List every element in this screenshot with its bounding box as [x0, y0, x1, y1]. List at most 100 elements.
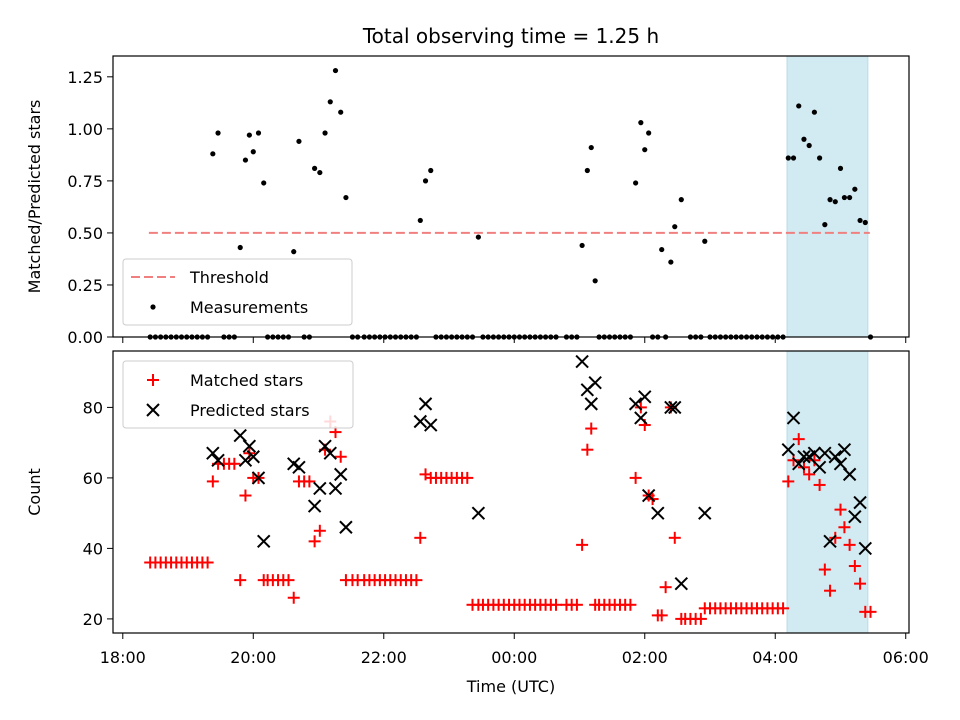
predicted-point: [211, 453, 225, 467]
highlight-span: [786, 55, 869, 338]
measurement-point: [785, 155, 791, 161]
measurement-point: [588, 144, 594, 151]
matched-point: [777, 602, 790, 615]
predicted-point: [842, 467, 857, 482]
predicted-point: [848, 509, 862, 524]
predicted-point: [781, 442, 796, 457]
predicted-point: [339, 520, 353, 534]
measurement-point: [702, 238, 708, 244]
measurement-point: [806, 142, 812, 149]
predicted-point: [318, 439, 332, 453]
matched-point: [818, 563, 831, 576]
measurement-point: [847, 194, 853, 201]
ratio-panel: 0.00 0.25 0.50 0.75 1.00 1.25 Matched/Predicte…: [25, 55, 910, 347]
matched-point: [550, 598, 563, 611]
measurement-point: [592, 278, 598, 284]
y-tick-label: 80: [83, 398, 103, 417]
y-tick-label: 1.00: [67, 120, 103, 139]
measurement-point: [237, 244, 243, 251]
predicted-point: [668, 400, 682, 415]
matched-point: [782, 475, 795, 488]
measurement-point: [579, 242, 585, 249]
predicted-point: [651, 506, 665, 520]
predicted-point: [251, 471, 266, 485]
matched-point: [303, 475, 316, 488]
y-axis-label: Matched/Predicted stars: [25, 100, 44, 294]
measurement-point: [672, 224, 678, 230]
measurement-point: [811, 109, 817, 115]
y-tick-label: 20: [83, 610, 103, 629]
matched-point: [843, 538, 856, 551]
predicted-point: [206, 446, 220, 460]
predicted-point: [257, 534, 271, 549]
matched-point: [824, 584, 837, 597]
matched-point: [206, 475, 219, 488]
measurement-point: [428, 167, 434, 174]
measurement-point: [332, 67, 339, 74]
y-axis-label: Count: [25, 468, 44, 516]
measurement-point: [210, 151, 216, 157]
matched-point: [634, 401, 647, 414]
x-tick-label: 00:00: [491, 648, 537, 667]
matched-point: [659, 581, 672, 594]
matched-point: [410, 574, 423, 587]
matched-point: [668, 531, 681, 544]
predicted-point: [307, 499, 322, 513]
matched-point: [461, 471, 474, 484]
measurement-point: [668, 259, 674, 265]
predicted-point: [792, 457, 806, 471]
predicted-point: [634, 411, 648, 425]
measurement-point: [642, 147, 648, 153]
matched-point: [414, 531, 427, 544]
measurement-point: [215, 130, 221, 136]
measurement-point: [790, 155, 797, 161]
predicted-point: [471, 506, 486, 520]
x-tick-label: 22:00: [361, 648, 407, 667]
measurement-point: [417, 217, 423, 224]
measurement-point: [796, 103, 802, 109]
matched-point: [854, 577, 867, 590]
matched-point: [147, 374, 159, 386]
count-legend: Matched stars Predicted stars: [122, 360, 354, 429]
matched-point: [792, 433, 805, 446]
matched-point: [629, 471, 642, 484]
measurement-point: [312, 165, 318, 171]
predicted-point: [328, 481, 343, 496]
matched-point: [624, 598, 637, 611]
matched-point: [570, 598, 583, 611]
matched-point: [864, 605, 877, 618]
y-tick-label: 0.00: [67, 328, 103, 347]
highlight-span: [786, 350, 869, 634]
matched-point: [581, 443, 594, 456]
measurement-point: [250, 149, 256, 155]
plot-frame: [112, 55, 910, 338]
predicted-point: [146, 403, 160, 417]
matched-point: [585, 422, 598, 435]
predicted-point: [823, 534, 837, 549]
predicted-point: [786, 411, 801, 425]
plot-frame: [112, 350, 910, 634]
predicted-point: [853, 495, 867, 510]
predicted-point: [797, 450, 811, 464]
count-panel: 20 40 60 80 18:00 20:00 22:00 00:00 02:00 04:00 06…: [25, 350, 929, 667]
measurement-point: [862, 219, 868, 226]
predicted-point: [292, 460, 306, 475]
predicted-point: [674, 576, 688, 591]
x-tick-label: 02:00: [622, 648, 668, 667]
chart-title: Total observing time = 1.25 h: [362, 24, 659, 48]
x-tick-label: 04:00: [752, 648, 798, 667]
measurement-point: [801, 136, 807, 142]
y-tick-label: 60: [83, 469, 103, 488]
matched-point: [228, 457, 241, 470]
measurement-point: [837, 165, 844, 171]
matched-point: [308, 535, 321, 548]
predicted-point: [584, 397, 598, 411]
predicted-point: [242, 439, 257, 453]
y-tick-label: 0.25: [67, 276, 103, 295]
measurement-point: [827, 197, 833, 203]
measurement-point: [646, 130, 652, 136]
matched-point: [282, 574, 295, 587]
y-tick-label: 1.25: [67, 68, 103, 87]
measurement-point: [659, 246, 665, 253]
predicted-point: [807, 446, 822, 460]
